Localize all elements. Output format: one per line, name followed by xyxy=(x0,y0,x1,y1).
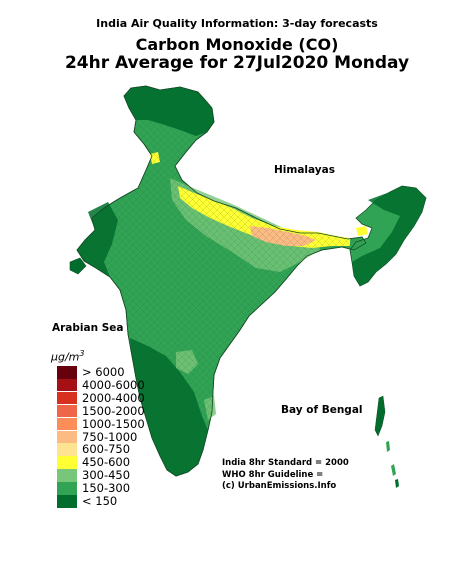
legend-item: 1500-2000 xyxy=(57,403,257,418)
legend-swatch xyxy=(57,495,77,508)
legend-item: 450-600 xyxy=(57,455,257,470)
legend-item: 750-1000 xyxy=(57,429,257,444)
note-who-guideline: WHO 8hr Guideline = xyxy=(222,469,324,480)
label-himalayas: Himalayas xyxy=(274,164,335,176)
andaman-nicobar-islands xyxy=(374,395,399,488)
legend-item: > 6000 xyxy=(57,365,257,379)
legend-item: 2000-4000 xyxy=(57,390,257,405)
legend-label: > 6000 xyxy=(82,365,125,379)
legend-swatch xyxy=(57,366,77,379)
note-copyright: (c) UrbanEmissions.Info xyxy=(222,481,337,491)
legend-item: 600-750 xyxy=(57,442,257,457)
legend-unit-exponent: 3 xyxy=(79,349,85,358)
zone-foothills-yellow xyxy=(178,186,350,248)
legend-item: < 150 xyxy=(57,494,257,508)
legend-swatch xyxy=(57,469,77,482)
legend-unit-base: μg/m xyxy=(51,350,80,364)
district-boundaries xyxy=(76,85,367,477)
legend-swatch xyxy=(57,378,77,392)
legend-unit: μg/m3 xyxy=(51,349,85,364)
legend-label: 450-600 xyxy=(82,455,131,470)
label-bay-of-bengal: Bay of Bengal xyxy=(281,404,363,416)
legend-label: < 150 xyxy=(82,494,118,508)
legend-label: 300-450 xyxy=(82,468,131,483)
legend-label: 2000-4000 xyxy=(82,390,145,405)
notes-block: India 8hr Standard = 2000 WHO 8hr Guidel… xyxy=(222,458,349,493)
label-arabian-sea: Arabian Sea xyxy=(52,322,124,334)
zone-northeast-yellow xyxy=(356,226,368,236)
legend-swatch xyxy=(57,456,77,469)
legend-label: 1500-2000 xyxy=(82,403,145,418)
note-india-standard: India 8hr Standard = 2000 xyxy=(222,458,349,468)
pollutant-title: Carbon Monoxide (CO) xyxy=(135,35,339,54)
legend-swatch xyxy=(57,404,77,418)
legend-item: 150-300 xyxy=(57,481,257,496)
legend-item: 4000-6000 xyxy=(57,377,257,392)
legend-swatch xyxy=(57,443,77,456)
legend-label: 1000-1500 xyxy=(82,416,145,431)
legend-item: 300-450 xyxy=(57,468,257,483)
legend-swatch xyxy=(57,482,77,495)
legend-swatch xyxy=(57,391,77,405)
gujarat-peninsula xyxy=(69,257,87,275)
legend-label: 4000-6000 xyxy=(82,377,145,392)
legend-label: 600-750 xyxy=(82,442,131,457)
legend: > 6000 4000-6000 2000-4000 1500-2000 1000-15… xyxy=(57,365,257,508)
legend-swatch xyxy=(57,417,77,431)
supertitle: India Air Quality Information: 3-day for… xyxy=(96,17,378,30)
zone-northeast-dark xyxy=(352,186,426,286)
date-title: 24hr Average for 27Jul2020 Monday xyxy=(64,53,410,73)
legend-label: 150-300 xyxy=(82,481,131,496)
legend-label: 750-1000 xyxy=(82,429,138,444)
legend-item: 1000-1500 xyxy=(57,416,257,431)
legend-swatch xyxy=(57,430,77,444)
